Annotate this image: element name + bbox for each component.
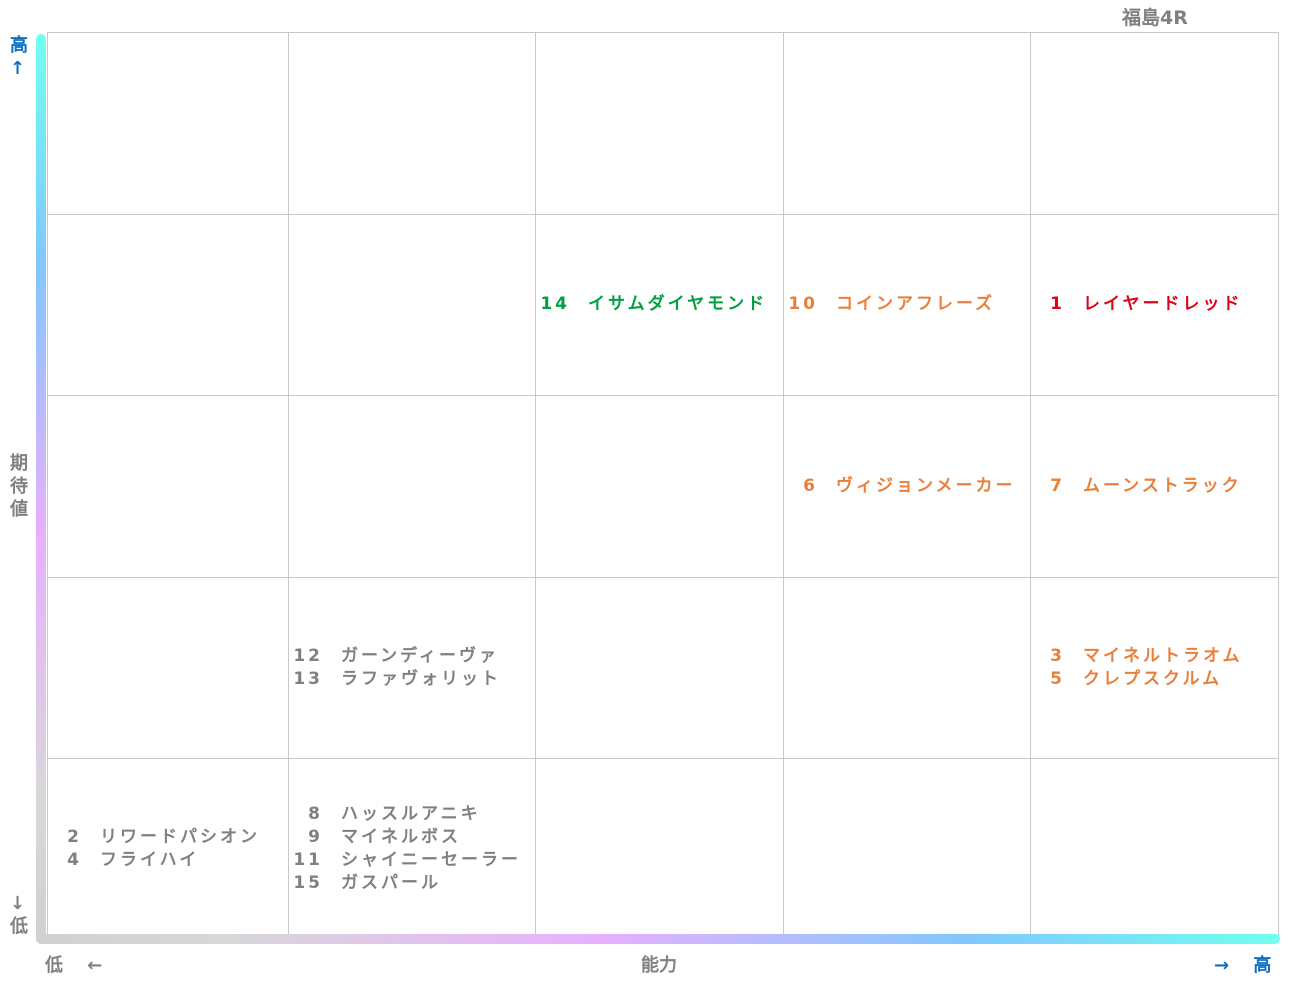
horse-name: ムーンストラック	[1083, 475, 1242, 496]
x-axis-bar	[36, 934, 1280, 944]
grid-cell: 14 イサムダイヤモンド	[536, 215, 784, 396]
title: 福島4R	[1122, 7, 1188, 29]
grid-cell: 8 ハッスルアニキ 9 マイネルボス 11 シャイニーセーラー 15 ガスパール	[289, 759, 536, 941]
grid-cell: 10 コインアフレーズ	[784, 215, 1031, 396]
grid-cell	[289, 396, 536, 578]
grid-cell	[536, 578, 784, 759]
grid-cell: 7 ムーンストラック	[1031, 396, 1279, 578]
horse-number: 3	[1050, 645, 1065, 666]
grid: 14 イサムダイヤモンド 10 コインアフレーズ 1 レイヤードレッド 6 ヴィジョンメーカー…	[47, 32, 1279, 941]
horse-number: 12	[293, 645, 323, 666]
horse-number: 6	[803, 475, 818, 496]
x-axis-label: 能力	[641, 955, 677, 976]
grid-cell	[47, 33, 289, 215]
y-axis-bar	[36, 34, 46, 942]
horse-number: 15	[293, 873, 323, 893]
horse-name: マイネルボス	[341, 827, 461, 847]
horse-number: 10	[788, 294, 818, 314]
grid-cell: 6 ヴィジョンメーカー	[784, 396, 1031, 578]
grid-cell	[536, 396, 784, 578]
horse-number: 9	[308, 827, 323, 847]
horse-name: ガスパール	[341, 873, 441, 893]
grid-cell	[47, 578, 289, 759]
horse-name: フライハイ	[100, 850, 200, 870]
grid-cell	[1031, 759, 1279, 941]
grid-cell: 3 マイネルトラオム 5 クレプスクルム	[1031, 578, 1279, 759]
grid-cell	[289, 33, 536, 215]
horse-number: 11	[293, 850, 323, 870]
horse-name: レイヤードレッド	[1083, 294, 1243, 314]
grid-cell: 1 レイヤードレッド	[1031, 215, 1279, 396]
horse-name: ガーンディーヴァ	[341, 645, 499, 666]
horse-number: 7	[1050, 475, 1065, 496]
grid-cell	[784, 33, 1031, 215]
horse-name: イサムダイヤモンド	[588, 294, 768, 314]
grid-cell	[784, 578, 1031, 759]
grid-cell: 2 リワードパシオン 4 フライハイ	[47, 759, 289, 941]
horse-number: 8	[308, 804, 323, 824]
horse-number: 2	[67, 827, 82, 847]
x-axis-low: 低 ←	[45, 955, 103, 976]
horse-number: 14	[540, 294, 570, 314]
grid-cell	[536, 759, 784, 941]
horse-name: ラファヴォリット	[341, 668, 501, 689]
y-axis-high: 高↑	[10, 35, 28, 79]
horse-name: シャイニーセーラー	[341, 850, 521, 870]
horse-name: クレプスクルム	[1083, 668, 1223, 689]
grid-cell: 12 ガーンディーヴァ 13 ラファヴォリット	[289, 578, 536, 759]
x-axis-high: → 高	[1214, 955, 1272, 976]
grid-cell	[289, 215, 536, 396]
horse-number: 5	[1050, 668, 1065, 689]
horse-number: 13	[293, 668, 323, 689]
horse-number: 4	[67, 850, 82, 870]
grid-cell	[47, 215, 289, 396]
grid-cell	[784, 759, 1031, 941]
horse-number: 1	[1050, 294, 1065, 314]
grid-cell	[1031, 33, 1279, 215]
horse-name: マイネルトラオム	[1083, 645, 1243, 666]
horse-name: ハッスルアニキ	[341, 804, 481, 824]
y-axis-low: ↓低	[10, 893, 28, 937]
horse-name: リワードパシオン	[100, 827, 260, 847]
horse-name: コインアフレーズ	[836, 294, 996, 314]
grid-cell	[536, 33, 784, 215]
grid-cell	[47, 396, 289, 578]
horse-name: ヴィジョンメーカー	[836, 475, 1016, 496]
y-axis-label: 期待値	[10, 453, 28, 520]
